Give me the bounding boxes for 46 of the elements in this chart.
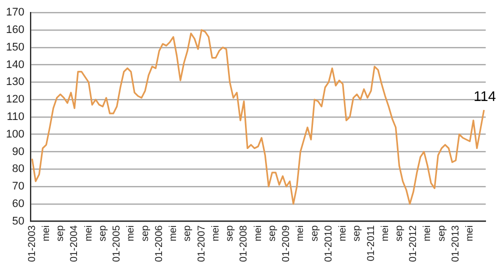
y-tick-label: 60 (12, 198, 24, 210)
x-tick-label: 01-2003 (26, 224, 38, 262)
y-tick-label: 110 (6, 110, 24, 123)
x-tick-label: mei (83, 225, 94, 242)
x-tick-label: sep (266, 224, 278, 242)
x-tick-label: 01-2012 (408, 224, 420, 262)
x-tick-label: mei (126, 225, 137, 242)
y-tick-label: 120 (6, 94, 24, 106)
x-tick-label: 01-2004 (69, 224, 80, 262)
x-tick-label: sep (97, 224, 108, 242)
x-tick-label: sep (309, 224, 320, 242)
x-tick-label: 01-2008 (238, 224, 250, 262)
y-tick-label: 130 (6, 76, 24, 88)
x-tick-label: mei (295, 225, 306, 242)
x-tick-label: 01-2006 (154, 224, 165, 262)
x-tick-label: 01-2010 (323, 224, 334, 262)
x-tick-label: sep (55, 224, 66, 242)
x-tick-label: mei (380, 225, 391, 242)
y-tick-label: 70 (12, 180, 24, 193)
x-tick-label: 01-2013 (450, 224, 462, 262)
x-tick-label: sep (394, 224, 406, 242)
x-tick-label: 01-2007 (196, 224, 208, 262)
y-tick-label: 50 (12, 215, 24, 228)
x-tick-label: sep (140, 224, 151, 242)
y-tick-label: 150 (6, 41, 24, 54)
x-tick-label: mei (168, 225, 180, 242)
x-tick-label: sep (352, 224, 363, 242)
x-tick-label: 01-2009 (281, 224, 292, 262)
y-tick-label: 140 (6, 58, 24, 71)
y-tick-label: 100 (6, 128, 24, 140)
x-tick-label: mei (40, 225, 52, 242)
y-tick-label: 160 (6, 24, 24, 36)
x-tick-label: mei (422, 225, 434, 242)
y-tick-label: 90 (12, 146, 24, 158)
x-tick-label: mei (338, 225, 349, 242)
x-tick-label: mei (252, 225, 264, 242)
x-tick-label: sep (436, 224, 448, 242)
data-label: 114 (474, 88, 496, 104)
y-tick-label: 80 (12, 163, 24, 176)
x-tick-label: 01-2011 (366, 224, 377, 262)
x-tick-label: 01-2005 (112, 224, 123, 262)
x-tick-label: sep (224, 224, 236, 242)
x-tick-label: sep (182, 224, 194, 242)
y-tick-label: 170 (6, 6, 24, 19)
x-tick-label: mei (464, 225, 476, 242)
x-tick-label: mei (210, 225, 222, 242)
